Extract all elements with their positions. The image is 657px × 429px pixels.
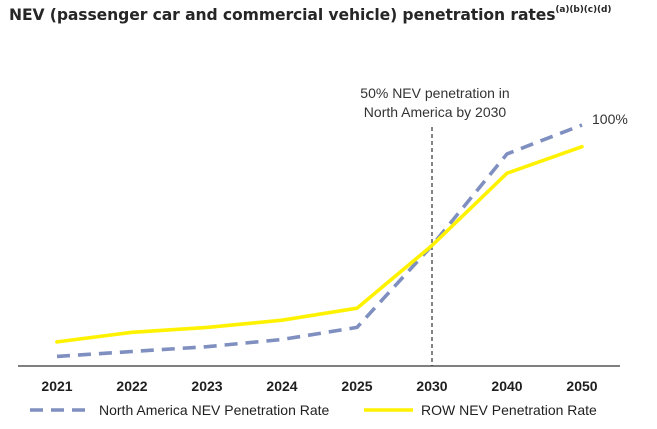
series-line-row [55,144,584,344]
annotation-text-line2: North America by 2030 [364,104,507,120]
annotation-text-line1: 50% NEV penetration in [360,85,509,101]
annotation-layer: 50% NEV penetration in North America by 2… [360,85,510,366]
chart-title-text: NEV (passenger car and commercial vehicl… [9,6,556,24]
x-tick-label-2050: 2050 [566,378,597,394]
x-tick-label-2021: 2021 [41,378,72,394]
series-line-north-america [56,123,583,359]
x-tick-label-2030: 2030 [416,378,447,394]
chart-title-superscript: (a)(b)(c)(d) [555,4,612,15]
legend-label-row: ROW NEV Penetration Rate [421,402,597,418]
x-tick-labels: 2021 2022 2023 2024 2025 2030 2040 2050 [41,378,597,394]
x-tick-label-2040: 2040 [491,378,522,394]
x-tick-label-2022: 2022 [116,378,147,394]
legend-label-north-america: North America NEV Penetration Rate [99,402,330,418]
legend: North America NEV Penetration Rate ROW NE… [30,402,597,418]
x-tick-label-2024: 2024 [266,378,297,394]
x-tick-label-2023: 2023 [191,378,222,394]
x-tick-label-2025: 2025 [341,378,372,394]
end-value-label: 100% [592,111,628,127]
chart-title: NEV (passenger car and commercial vehicl… [9,4,612,24]
series-layer: 100% [55,111,628,359]
